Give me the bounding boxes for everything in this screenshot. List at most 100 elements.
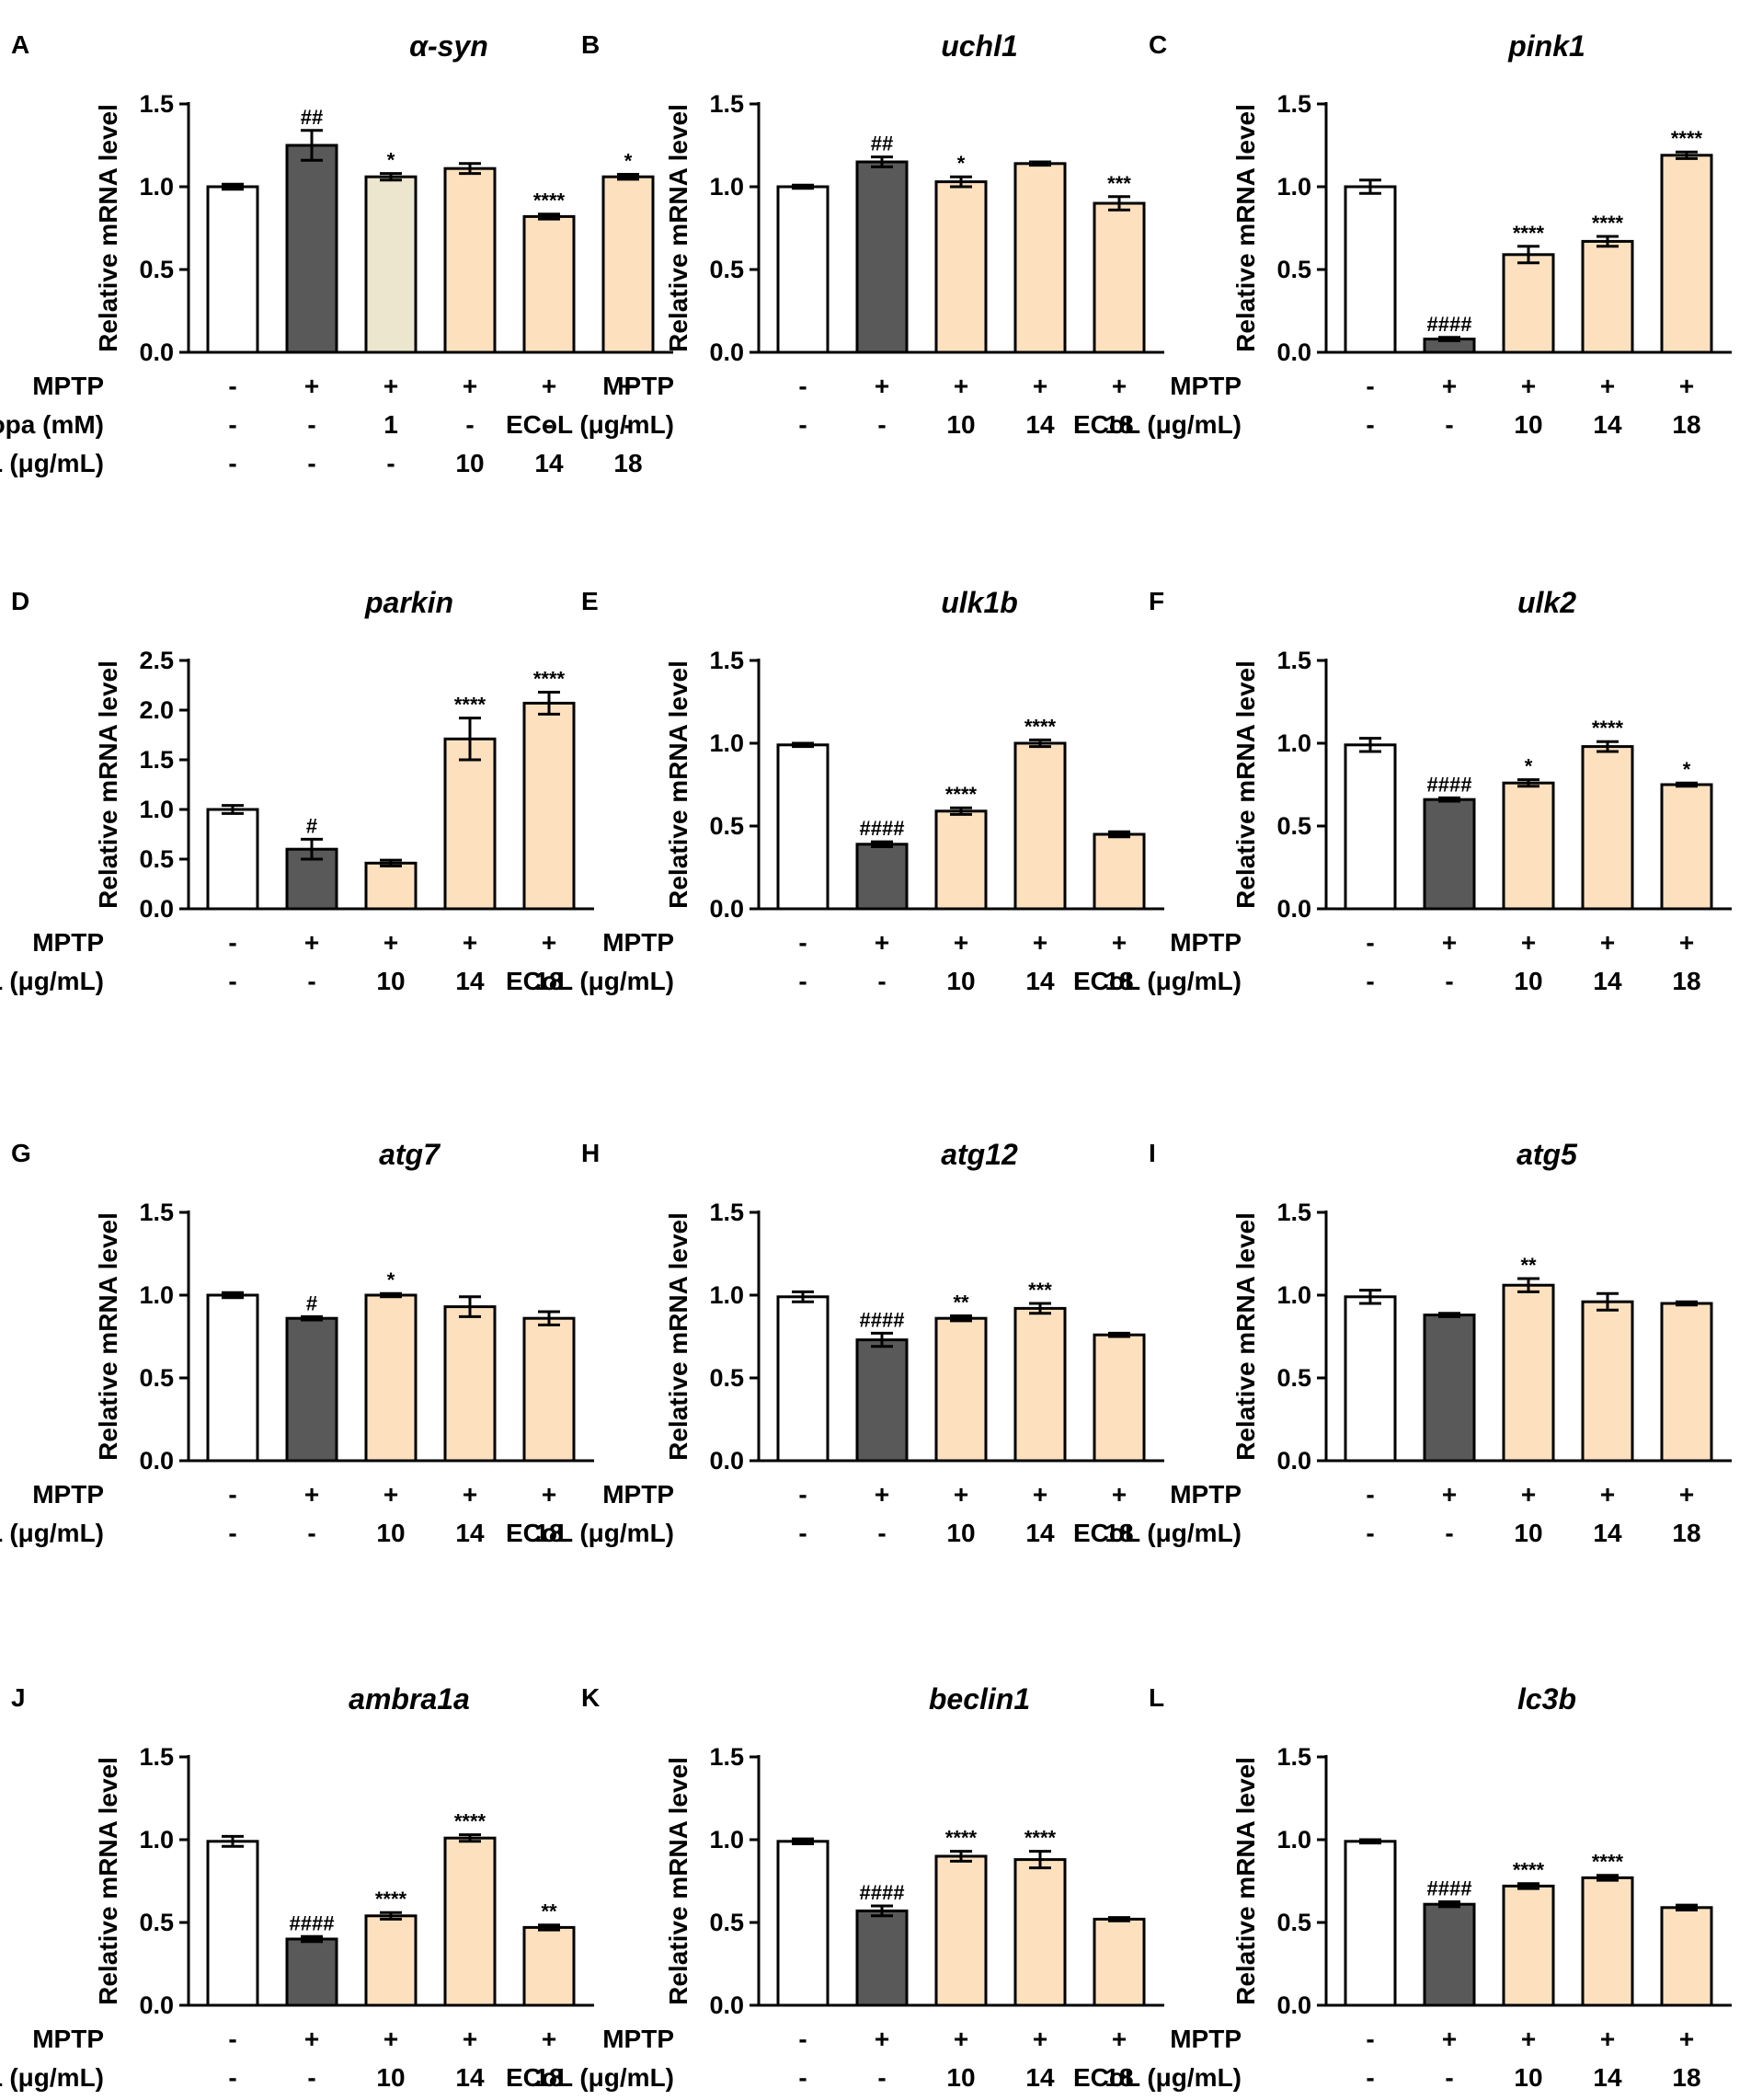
treatment-value: 10 [1514,410,1542,439]
treatment-label: MPTP [1170,2025,1242,2053]
bar [1013,741,1067,911]
treatment-value: - [386,449,395,477]
treatment-label: MPTP [1170,372,1242,400]
treatment-value: + [875,2025,889,2053]
treatment-value: + [304,928,319,957]
significance-label: **** [945,1827,978,1850]
treatment-value: 14 [1025,967,1055,995]
y-tick-label: 1.0 [139,1826,174,1853]
bar [522,701,576,911]
bar [1581,1300,1634,1463]
treatment-value: + [1679,928,1694,957]
treatment-value: - [228,928,236,957]
significance-label: **** [375,1888,407,1911]
significance-label: * [957,152,966,175]
treatment-value: 14 [534,449,564,477]
bar [1660,783,1713,911]
treatment-value: - [465,410,474,439]
treatment-value: - [228,449,236,477]
treatment-value: + [1033,372,1047,400]
treatment-value: - [877,2063,886,2092]
bar [1502,781,1555,911]
bar [1093,201,1146,354]
chart-title: atg7 [379,1138,441,1171]
y-tick-label: 1.0 [709,1281,744,1309]
treatment-value: - [307,449,315,477]
treatment-value: + [1521,928,1536,957]
y-tick-label: 1.5 [709,90,744,118]
y-tick-label: 0.0 [139,339,174,366]
panel-letter: E [581,587,599,615]
y-axis-label: Relative mRNA level [94,1212,122,1461]
chart-title: ulk2 [1517,586,1576,619]
treatment-value: 10 [1514,1519,1542,1547]
significance-label: **** [533,189,566,212]
y-tick-label: 0.5 [1276,256,1311,283]
treatment-value: - [1366,1519,1374,1547]
significance-label: #### [860,817,905,840]
treatment-value: + [1521,372,1536,400]
y-axis-label: Relative mRNA level [664,1757,692,2005]
treatment-label: ECoL (μg/mL) [1073,410,1242,439]
y-axis-label: Relative mRNA level [664,1212,692,1461]
significance-label: **** [945,783,978,806]
y-tick-label: 1.5 [709,647,744,674]
bar [1581,239,1634,354]
y-tick-label: 2.5 [139,647,174,674]
treatment-value: 18 [1104,410,1133,439]
significance-label: #### [860,1308,905,1331]
treatment-value: - [798,1480,807,1509]
treatment-label: ECoL (μg/mL) [0,1519,104,1547]
significance-label: **** [454,1810,486,1833]
significance-label: * [387,149,395,172]
y-axis-label: Relative mRNA level [1231,1757,1260,2005]
significance-label: * [624,150,633,173]
y-tick-label: 1.0 [1276,1826,1311,1853]
y-tick-label: 1.0 [709,173,744,201]
bar [934,1854,988,2007]
treatment-value: 14 [1025,2063,1055,2092]
panel-letter: F [1149,587,1164,615]
treatment-value: + [383,2025,398,2053]
y-tick-label: 0.0 [709,1447,744,1475]
y-tick-label: 0.5 [139,1909,174,1936]
treatment-label: ECoL (μg/mL) [0,967,104,995]
y-tick-label: 0.5 [139,845,174,873]
treatment-value: + [542,928,556,957]
bar [285,1937,338,2007]
bar [1344,743,1397,911]
panel-letter: G [11,1139,31,1167]
bar [285,1316,338,1463]
bar [1660,1906,1713,2007]
treatment-value: - [877,967,886,995]
bar [855,1909,909,2007]
y-tick-label: 1.0 [1276,1281,1311,1309]
bar [1013,1306,1067,1463]
chart-title: atg5 [1516,1138,1578,1171]
treatment-label: ECoL (μg/mL) [506,410,674,439]
y-tick-label: 0.5 [1276,1364,1311,1392]
bar [522,214,576,354]
y-tick-label: 1.0 [709,1826,744,1853]
y-tick-label: 0.0 [709,1991,744,2019]
treatment-value: + [1679,2025,1694,2053]
y-tick-label: 1.5 [139,746,174,774]
treatment-value: 14 [1593,967,1622,995]
bar [443,1305,497,1463]
treatment-value: 18 [1104,2063,1133,2092]
treatment-value: 10 [946,1519,975,1547]
significance-label: ** [541,1900,557,1923]
treatment-value: 10 [946,410,975,439]
treatment-label: ECoL (μg/mL) [1073,2063,1242,2092]
treatment-value: - [877,410,886,439]
y-tick-label: 1.5 [139,1743,174,1771]
bar [1581,745,1634,911]
treatment-value: - [228,2063,236,2092]
y-tick-label: 1.5 [1276,647,1311,674]
y-tick-label: 0.0 [1276,339,1311,366]
treatment-label: ECoL (μg/mL) [506,967,674,995]
